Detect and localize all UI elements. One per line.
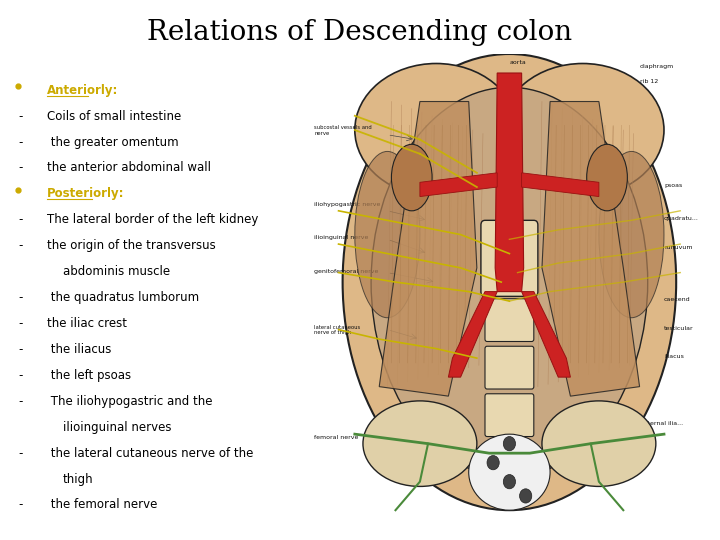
Text: psoas: psoas [664,183,683,188]
Text: subcostal vessels and
nerve: subcostal vessels and nerve [314,125,372,136]
FancyBboxPatch shape [485,299,534,341]
Polygon shape [521,292,570,377]
Text: ilioinguinal nerve: ilioinguinal nerve [314,235,369,240]
Ellipse shape [363,401,477,487]
Text: caecend: caecend [664,297,690,302]
Text: runuvum: runuvum [664,245,693,250]
Ellipse shape [487,456,499,470]
Text: -: - [18,498,22,511]
Polygon shape [449,292,498,377]
Ellipse shape [392,144,432,211]
Ellipse shape [503,436,516,451]
Text: -: - [18,136,22,148]
Text: -: - [18,343,22,356]
Text: testicular: testicular [664,326,693,330]
Text: genitofemoral nerve: genitofemoral nerve [314,268,379,274]
Ellipse shape [501,64,664,197]
Text: the quadratus lumborum: the quadratus lumborum [47,291,199,304]
Text: the anterior abdominal wall: the anterior abdominal wall [47,161,211,174]
Ellipse shape [355,64,518,197]
Text: ilioinguinal nerves: ilioinguinal nerves [63,421,171,434]
Text: the lateral cutaneous nerve of the: the lateral cutaneous nerve of the [47,447,253,460]
Text: femoral nerve: femoral nerve [314,435,359,440]
Text: the iliacus: the iliacus [47,343,111,356]
Ellipse shape [599,151,664,318]
Text: abdominis muscle: abdominis muscle [63,265,170,278]
Text: diaphragm: diaphragm [639,64,674,69]
Text: The iliohypogastric and the: The iliohypogastric and the [47,395,212,408]
Text: quadratu...: quadratu... [664,217,699,221]
Polygon shape [495,73,523,292]
Ellipse shape [542,401,656,487]
Text: -: - [18,110,22,123]
FancyBboxPatch shape [485,394,534,436]
Polygon shape [521,173,599,197]
Ellipse shape [371,87,648,477]
Text: lateral cutaneous
nerve of thigh: lateral cutaneous nerve of thigh [314,325,361,335]
Polygon shape [420,173,498,197]
Text: iliacus: iliacus [664,354,684,359]
Text: -: - [18,369,22,382]
Text: Anteriorly:: Anteriorly: [47,84,118,97]
Ellipse shape [355,151,420,318]
Text: the greater omentum: the greater omentum [47,136,179,148]
Text: -: - [18,161,22,174]
Text: the origin of the transversus: the origin of the transversus [47,239,215,252]
Text: external ilia...: external ilia... [639,421,683,426]
Text: aorta: aorta [509,59,526,64]
Ellipse shape [520,489,532,503]
Polygon shape [379,102,477,396]
Text: thigh: thigh [63,472,94,485]
Text: -: - [18,291,22,304]
Text: Relations of Descending colon: Relations of Descending colon [148,19,572,46]
Ellipse shape [503,475,516,489]
Text: The lateral border of the left kidney: The lateral border of the left kidney [47,213,258,226]
Ellipse shape [469,434,550,510]
Text: -: - [18,213,22,226]
Text: the left psoas: the left psoas [47,369,131,382]
Text: rib 12: rib 12 [639,78,658,84]
Text: the iliac crest: the iliac crest [47,317,127,330]
Text: the femoral nerve: the femoral nerve [47,498,157,511]
FancyBboxPatch shape [481,220,538,296]
FancyBboxPatch shape [485,346,534,389]
Polygon shape [542,102,639,396]
Text: -: - [18,395,22,408]
Ellipse shape [343,54,676,510]
Text: -: - [18,317,22,330]
Text: Posteriorly:: Posteriorly: [47,187,125,200]
Text: -: - [18,447,22,460]
Text: -: - [18,239,22,252]
Text: iliohypogastric nerve: iliohypogastric nerve [314,202,380,207]
Text: Coils of small intestine: Coils of small intestine [47,110,181,123]
Ellipse shape [587,144,627,211]
